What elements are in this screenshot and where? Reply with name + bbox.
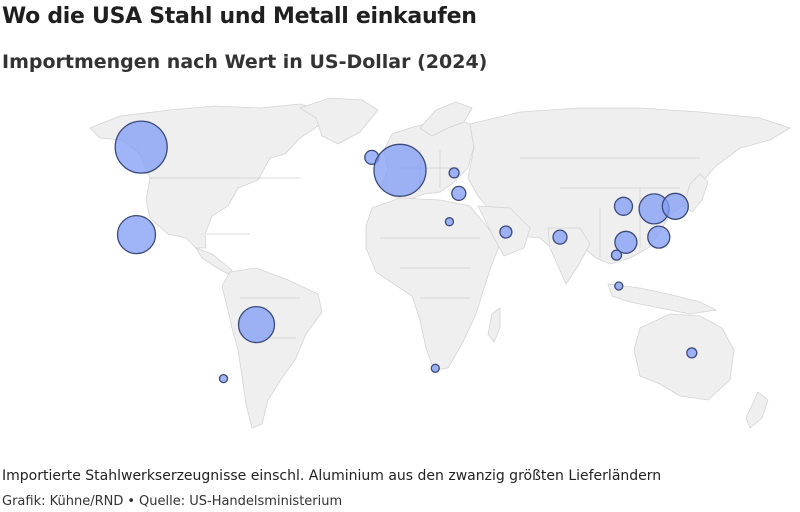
chart-title: Wo die USA Stahl und Metall einkaufen xyxy=(2,4,477,29)
bubble-japan xyxy=(661,192,689,220)
bubble-malaysia xyxy=(614,281,624,291)
bubble-argentina xyxy=(218,373,229,384)
africa-land xyxy=(365,197,501,371)
bubble-mexico xyxy=(116,214,157,255)
central-america-land xyxy=(195,247,233,275)
bubble-europe xyxy=(373,143,427,197)
bubble-taiwan xyxy=(647,225,671,249)
bubble-vietnam xyxy=(614,230,638,254)
bubble-brazil xyxy=(237,305,276,344)
bubble-egypt xyxy=(444,217,455,227)
chart-subtitle: Importmengen nach Wert in US-Dollar (202… xyxy=(2,51,488,73)
bubble-turkey xyxy=(451,185,467,202)
credit-separator: • xyxy=(127,494,136,509)
greenland-land xyxy=(299,97,379,145)
bubble-australia xyxy=(686,347,698,359)
bubble-ukraine xyxy=(448,167,460,179)
new-zealand-land xyxy=(745,391,769,429)
bubble-south-africa xyxy=(430,363,440,373)
country-borders xyxy=(150,150,700,339)
scandinavia-land xyxy=(419,101,473,137)
credit-author: Grafik: Kühne/RND xyxy=(2,494,124,509)
australia-land xyxy=(633,313,735,401)
madagascar-land xyxy=(487,307,501,343)
bubble-layer xyxy=(114,120,698,384)
landmasses xyxy=(89,97,791,429)
bubble-china-west xyxy=(613,196,634,216)
bubble-thailand xyxy=(610,249,623,261)
south-america-land xyxy=(221,267,323,429)
credit-line: Grafik: Kühne/RND • Quelle: US-Handelsmini… xyxy=(2,494,342,509)
credit-source: Quelle: US-Handelsministerium xyxy=(139,494,343,509)
footnote: Importierte Stahlwerkserzeugnisse einsch… xyxy=(2,468,662,484)
bubble-canada xyxy=(114,120,168,174)
bubble-uae xyxy=(499,225,513,239)
bubble-india xyxy=(552,229,568,245)
world-map xyxy=(89,97,791,429)
indonesia-land xyxy=(607,283,718,315)
